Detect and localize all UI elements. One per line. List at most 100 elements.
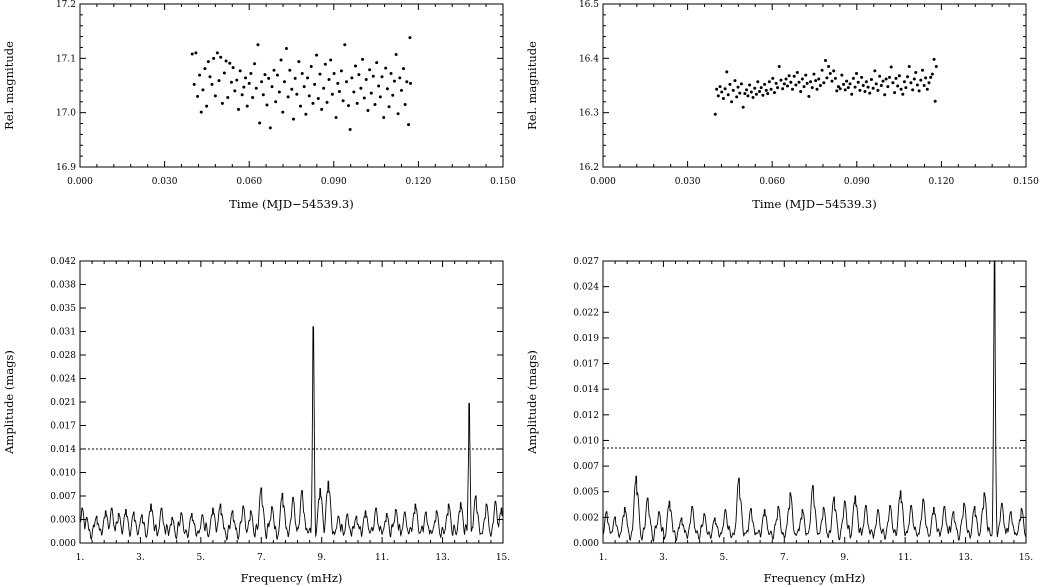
data-point — [396, 112, 400, 116]
data-point — [302, 85, 306, 89]
data-point — [889, 65, 893, 69]
data-point — [293, 76, 297, 80]
data-point — [794, 83, 798, 87]
data-point — [387, 105, 391, 109]
data-point — [231, 66, 235, 70]
data-point — [791, 87, 795, 91]
data-point — [909, 81, 913, 85]
data-point — [883, 93, 887, 97]
data-point — [764, 88, 768, 92]
x-tick-label: 1. — [599, 553, 608, 563]
x-tick-label: 13. — [435, 553, 449, 563]
x-tick-label: 7. — [257, 553, 266, 563]
data-point — [222, 71, 226, 75]
data-point — [739, 82, 743, 86]
data-point — [364, 78, 368, 82]
data-point — [350, 76, 354, 80]
data-point — [203, 67, 207, 71]
y-axis-label: Rel. magnitude — [525, 41, 539, 130]
y-tick-label: 0.017 — [573, 360, 599, 370]
data-point — [815, 87, 819, 91]
data-point — [924, 76, 928, 80]
data-point — [407, 123, 411, 127]
data-point — [244, 76, 248, 80]
data-point — [354, 64, 358, 68]
data-point — [718, 85, 722, 89]
x-tick-label: 3. — [659, 553, 668, 563]
data-point — [774, 81, 778, 85]
y-tick-label: 0.017 — [50, 422, 76, 432]
y-tick-label: 0.007 — [573, 462, 599, 472]
data-point — [405, 80, 409, 84]
plot-frame — [79, 3, 504, 168]
data-point — [730, 100, 734, 104]
data-point — [713, 112, 717, 116]
data-point — [270, 85, 274, 89]
data-point — [240, 93, 244, 97]
y-tick-label: 0.005 — [573, 488, 599, 498]
data-point — [380, 75, 384, 79]
y-tick-label: 0.003 — [50, 516, 76, 526]
x-tick-label: 9. — [317, 553, 326, 563]
data-point — [332, 72, 336, 76]
data-point — [343, 43, 347, 47]
data-point — [878, 74, 882, 78]
data-point — [277, 90, 281, 94]
data-point — [832, 69, 836, 73]
y-tick-label: 0.024 — [50, 375, 76, 385]
data-point — [914, 70, 918, 74]
data-point — [728, 82, 732, 86]
y-tick-label: 0.031 — [50, 328, 76, 338]
data-point — [767, 80, 771, 84]
data-point — [224, 59, 228, 63]
y-tick-label: 0.000 — [50, 539, 76, 549]
data-point — [842, 82, 846, 86]
x-tick-label: 0.000 — [67, 177, 93, 187]
data-point — [782, 82, 786, 86]
data-point — [290, 87, 294, 91]
data-point — [394, 53, 398, 57]
data-point — [749, 90, 753, 94]
data-point — [268, 126, 272, 130]
x-tick-label: 15. — [1019, 553, 1033, 563]
data-point — [282, 80, 286, 84]
data-point — [922, 84, 926, 87]
y-axis-label: Amplitude (mags) — [525, 350, 539, 455]
x-tick-label: 0.000 — [590, 177, 616, 187]
data-point — [781, 87, 785, 91]
data-point — [929, 75, 933, 79]
data-point — [399, 88, 403, 92]
data-point — [761, 93, 765, 97]
data-point — [800, 77, 804, 81]
data-point — [792, 74, 796, 78]
data-point — [840, 73, 844, 77]
x-tick-label: 1. — [76, 553, 85, 563]
data-point — [799, 89, 803, 93]
y-tick-label: 0.021 — [50, 398, 76, 408]
data-point — [820, 68, 824, 72]
data-point — [258, 121, 262, 125]
data-point — [369, 91, 373, 95]
y-tick-label: 0.019 — [573, 334, 599, 344]
data-point — [893, 91, 897, 95]
y-tick-label: 0.027 — [573, 257, 599, 267]
data-point — [389, 72, 393, 76]
plot-frame — [79, 260, 504, 544]
data-point — [329, 58, 333, 62]
data-point — [325, 100, 329, 104]
data-point — [871, 86, 875, 90]
x-axis-label: Frequency (mHz) — [764, 571, 866, 585]
data-point — [904, 86, 908, 90]
data-point — [912, 77, 916, 81]
data-point — [198, 73, 202, 77]
data-point — [320, 107, 324, 111]
data-point — [190, 52, 194, 56]
data-point — [304, 112, 308, 116]
data-point — [930, 72, 934, 76]
y-tick-label: 0.007 — [50, 492, 76, 502]
data-point — [192, 82, 196, 86]
y-tick-label: 0.000 — [573, 539, 599, 549]
data-point — [291, 117, 295, 121]
data-point — [362, 96, 366, 100]
data-point — [894, 76, 898, 80]
